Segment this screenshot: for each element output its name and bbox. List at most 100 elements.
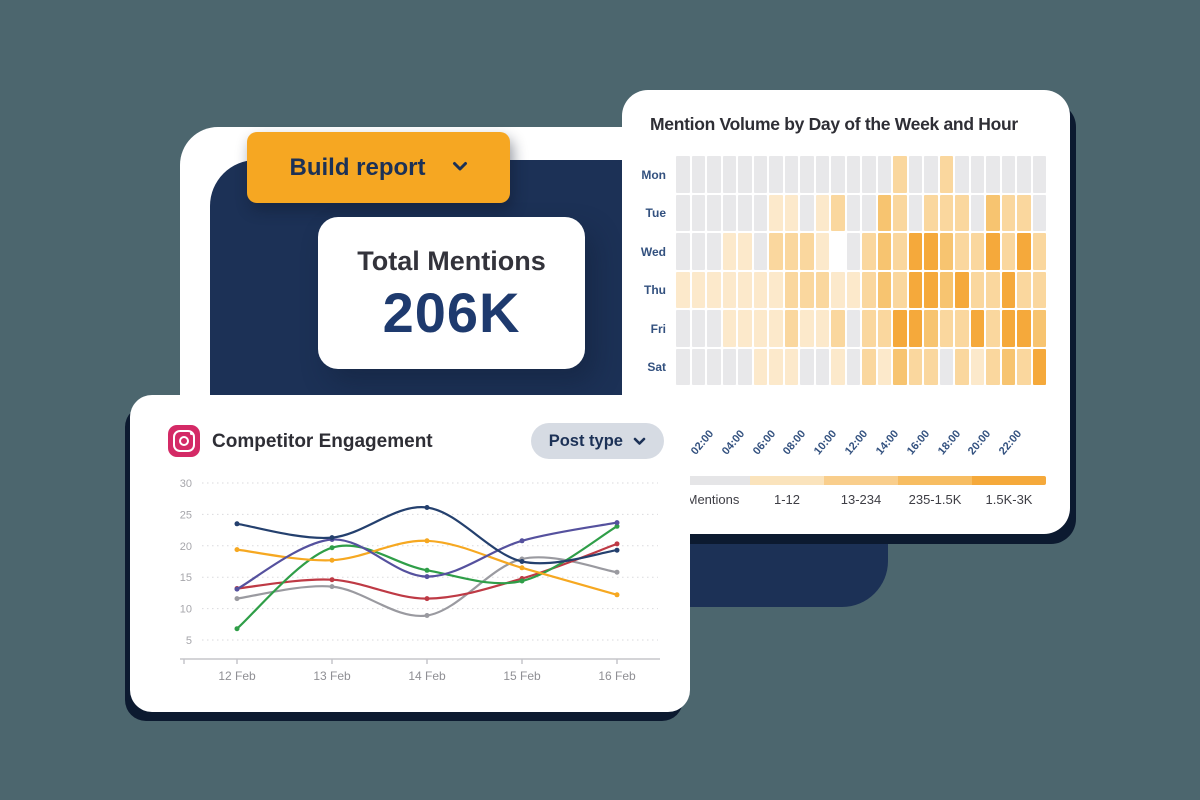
heatmap-cell [815,156,829,193]
heatmap-cell [691,310,705,347]
data-point-navy [614,547,620,553]
instagram-icon [168,425,200,457]
y-axis-tick-label: 25 [180,509,192,521]
data-point-orange [234,547,240,553]
heatmap-cell [815,348,829,385]
heatmap-cell [862,156,876,193]
heatmap-cell [691,233,705,270]
heatmap-day-label: Tue [645,206,666,220]
heatmap-cell [924,310,938,347]
heatmap-cell [784,233,798,270]
heatmap-cell [862,310,876,347]
heatmap-cell [769,156,783,193]
heatmap-cell [908,233,922,270]
heatmap-cell [738,271,752,308]
legend-label: Mentions [686,492,740,507]
build-report-button[interactable]: Build report [247,132,510,203]
data-point-navy [234,521,240,527]
heatmap-cell [986,233,1000,270]
heatmap-cell [877,348,891,385]
y-axis-tick-label: 15 [180,572,192,584]
heatmap-cell [893,194,907,231]
data-point-navy [329,535,335,541]
heatmap-cell [1001,194,1015,231]
heatmap-cell [986,194,1000,231]
heatmap-cell [769,348,783,385]
heatmap-cell [846,271,860,308]
heatmap-cell [753,156,767,193]
post-type-dropdown[interactable]: Post type [530,423,664,459]
instagram-icon-lens [179,436,189,446]
heatmap-cell [924,271,938,308]
heatmap-cell [769,271,783,308]
heatmap-cell [877,156,891,193]
heatmap-cell [784,271,798,308]
heatmap-cell [691,348,705,385]
heatmap-cell [939,233,953,270]
heatmap-cell [800,156,814,193]
heatmap-cell [970,348,984,385]
data-point-green [614,523,620,529]
competitor-engagement-title: Competitor Engagement [212,431,433,452]
data-point-green [519,578,525,584]
heatmap-cell [970,156,984,193]
heatmap-cell [676,194,690,231]
heatmap-day-label: Sat [647,360,666,374]
heatmap-cell [908,194,922,231]
heatmap-cell [784,156,798,193]
heatmap-cell [862,271,876,308]
heatmap-cell [955,233,969,270]
heatmap-cell [1032,233,1046,270]
x-axis-tick-label: 13 Feb [313,669,351,683]
heatmap-day-label: Fri [650,321,666,336]
heatmap-cell [1001,233,1015,270]
heatmap-cell [939,310,953,347]
legend-label: 1.5K-3K [985,492,1033,507]
heatmap-cell [722,194,736,231]
legend-label: 1-12 [773,492,801,507]
legend-swatch [972,476,1046,485]
heatmap-cell [955,310,969,347]
heatmap-cell [893,348,907,385]
heatmap-cell [831,348,845,385]
heatmap-cell [939,156,953,193]
heatmap-cell [738,194,752,231]
legend-swatch [824,476,898,485]
competitor-engagement-card: Competitor Engagement Post type 30 25 20 15… [130,395,690,712]
heatmap-cell [738,348,752,385]
heatmap-cell [800,310,814,347]
series-line-navy [235,506,619,565]
heatmap-cell [831,194,845,231]
heatmap-cell [986,271,1000,308]
data-point-gray [424,613,430,618]
heatmap-cell [784,194,798,231]
data-point-purple [424,574,430,580]
data-point-purple [614,520,620,526]
heatmap-cell [800,194,814,231]
heatmap-cell [753,233,767,270]
heatmap-cell [955,348,969,385]
series-line-orange [235,539,619,596]
data-point-green [424,567,430,573]
heatmap-cell [707,271,721,308]
heatmap-cell [691,194,705,231]
heatmap-cell [800,348,814,385]
engagement-line-chart: 30 25 20 15 10 5 12 Feb 13 Feb 14 Feb 15 Feb 16 Fe… [180,478,660,683]
data-point-purple [519,538,525,544]
heatmap-cell [955,194,969,231]
heatmap-cell [769,194,783,231]
heatmap-cell [924,156,938,193]
heatmap-cell [800,233,814,270]
data-point-red [424,596,430,602]
y-axis-tick-label: 5 [186,635,192,647]
heatmap-cell [831,233,845,270]
legend-label: 235-1.5K [908,492,962,507]
post-type-label: Post type [548,431,623,450]
data-point-green [329,545,335,551]
heatmap-cell [877,310,891,347]
y-axis-tick-label: 20 [180,541,192,553]
heatmap-cell [691,271,705,308]
data-point-gray [234,596,240,602]
heatmap-cell [722,271,736,308]
